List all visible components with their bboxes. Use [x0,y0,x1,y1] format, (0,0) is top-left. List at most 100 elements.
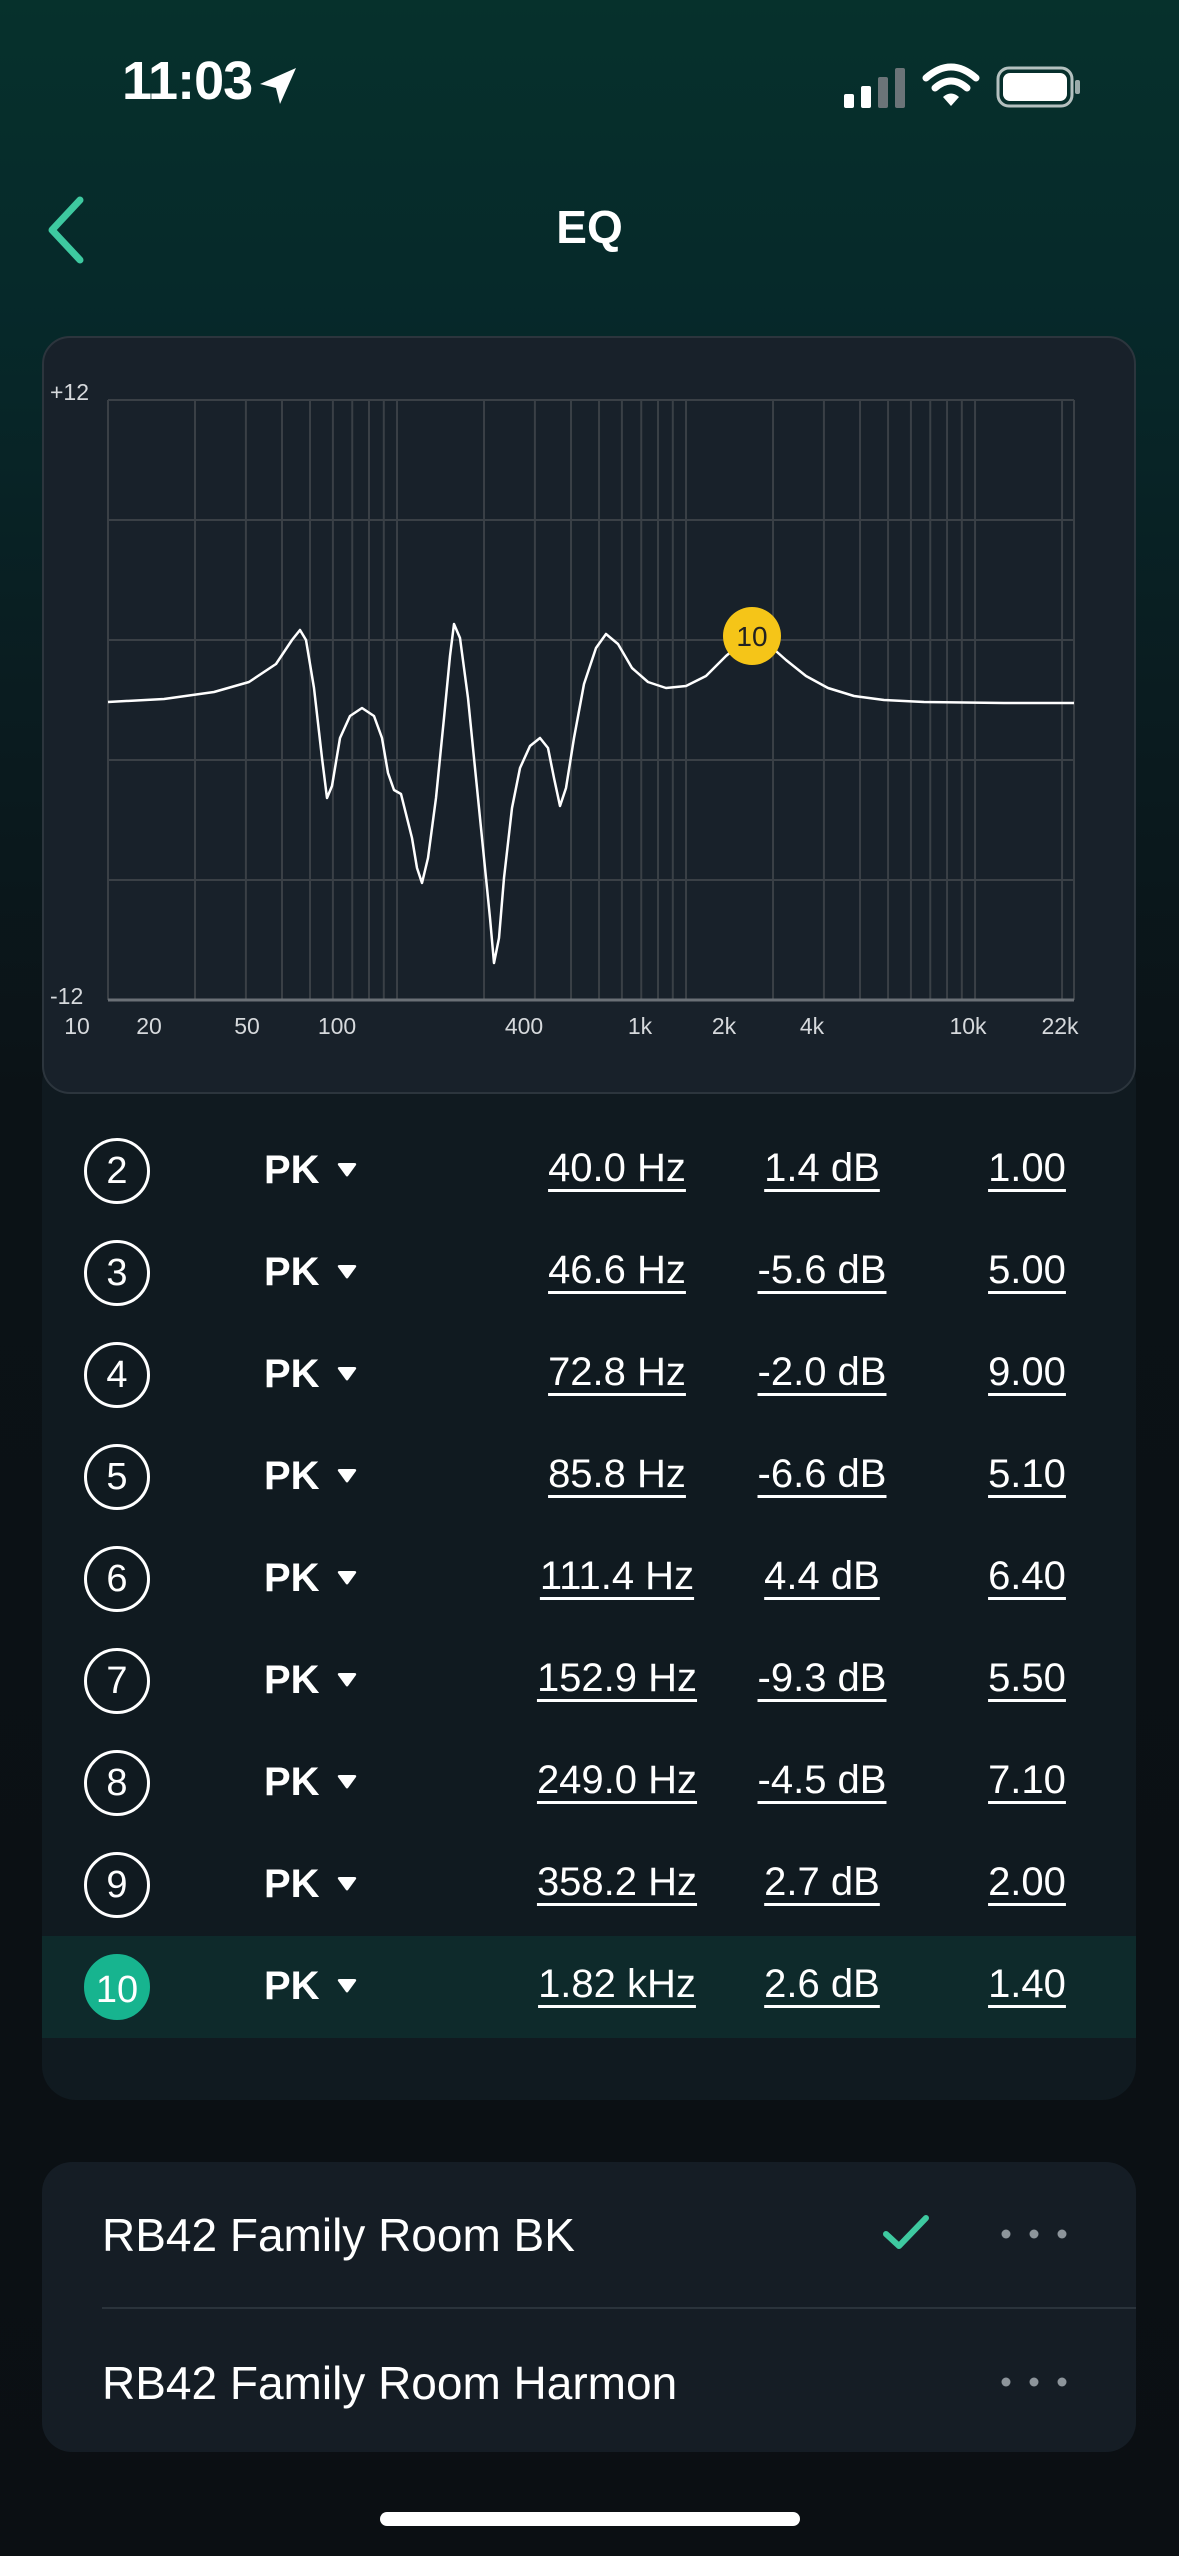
band-frequency-value[interactable]: 249.0 Hz [536,1758,698,1802]
x-axis-tick-label: 4k [800,1013,825,1039]
band-row[interactable]: 2 PK 40.0 Hz 1.4 dB 1.00 [42,1120,1136,1222]
eq-response-graph[interactable]: +12 -12 10 20 50 100 400 1k 2k 4k 10k 22k 10 [44,338,1138,1096]
band-q-value[interactable]: 9.00 [988,1350,1066,1394]
band-frequency-value[interactable]: 72.8 Hz [548,1350,686,1394]
y-axis-bottom-label: -12 [50,983,83,1009]
filter-type-dropdown[interactable]: PK [264,1964,320,2008]
caret-down-icon[interactable] [336,1978,358,1994]
x-axis-tick-label: 100 [318,1013,356,1039]
band-frequency-value[interactable]: 111.4 Hz [539,1554,695,1598]
chart-grid [107,399,1075,1002]
band-number[interactable]: 9 [84,1852,150,1918]
band-row[interactable]: 6 PK 111.4 Hz 4.4 dB 6.40 [42,1528,1136,1630]
filter-type-dropdown[interactable]: PK [264,1556,320,1600]
battery-icon [996,66,1080,108]
band-q-value[interactable]: 2.00 [988,1860,1066,1904]
band-row[interactable]: 8 PK 249.0 Hz -4.5 dB 7.10 [42,1732,1136,1834]
band-number[interactable]: 10 [84,1954,150,2020]
band-frequency-value[interactable]: 152.9 Hz [536,1656,698,1700]
band-q-value[interactable]: 5.50 [988,1656,1066,1700]
band-row[interactable]: 9 PK 358.2 Hz 2.7 dB 2.00 [42,1834,1136,1936]
divider [102,2307,1136,2309]
band-row[interactable]: 4 PK 72.8 Hz -2.0 dB 9.00 [42,1324,1136,1426]
band-number[interactable]: 8 [84,1750,150,1816]
caret-down-icon[interactable] [336,1876,358,1892]
status-bar: 11:03 [0,0,1179,150]
filter-type-dropdown[interactable]: PK [264,1862,320,1906]
band-number[interactable]: 3 [84,1240,150,1306]
x-axis-tick-label: 50 [234,1013,260,1039]
checkmark-icon [883,2215,929,2249]
band-number[interactable]: 2 [84,1138,150,1204]
filter-type-dropdown[interactable]: PK [264,1148,320,1192]
band-row[interactable]: 10 PK 1.82 kHz 2.6 dB 1.40 [42,1936,1136,2038]
band-q-value[interactable]: 6.40 [988,1554,1066,1598]
band-q-value[interactable]: 7.10 [988,1758,1066,1802]
presets-list: RB42 Family Room BK RB42 Family Room Har… [42,2162,1136,2452]
band-gain-value[interactable]: 1.4 dB [764,1146,880,1190]
band-number[interactable]: 5 [84,1444,150,1510]
band-gain-value[interactable]: 2.6 dB [764,1962,880,2006]
x-axis-tick-label: 2k [712,1013,737,1039]
band-marker-10[interactable]: 10 [723,607,781,665]
caret-down-icon[interactable] [336,1468,358,1484]
band-gain-value[interactable]: -4.5 dB [757,1758,887,1802]
caret-down-icon[interactable] [336,1570,358,1586]
status-time: 11:03 [122,51,253,111]
preset-label: RB42 Family Room Harmon [102,2357,678,2409]
band-row[interactable]: 3 PK 46.6 Hz -5.6 dB 5.00 [42,1222,1136,1324]
caret-down-icon[interactable] [336,1162,358,1178]
caret-down-icon[interactable] [336,1672,358,1688]
selected-band-marker-label: 10 [736,621,767,652]
preset-item[interactable]: RB42 Family Room BK [42,2162,1136,2309]
band-q-value[interactable]: 5.10 [988,1452,1066,1496]
location-arrow-icon [260,68,296,104]
cellular-signal-icon [844,68,905,108]
caret-down-icon[interactable] [336,1264,358,1280]
band-number[interactable]: 7 [84,1648,150,1714]
band-gain-value[interactable]: -9.3 dB [757,1656,887,1700]
selected-band-marker [723,607,781,665]
band-gain-value[interactable]: 4.4 dB [764,1554,880,1598]
band-frequency-value[interactable]: 1.82 kHz [538,1962,696,2006]
band-gain-value[interactable]: 2.7 dB [764,1860,880,1904]
x-axis-tick-label: 10 [64,1013,90,1039]
band-frequency-value[interactable]: 46.6 Hz [548,1248,686,1292]
band-gain-value[interactable]: -2.0 dB [757,1350,887,1394]
x-axis-tick-label: 20 [136,1013,162,1039]
filter-type-dropdown[interactable]: PK [264,1352,320,1396]
wifi-icon [922,63,980,106]
preset-item[interactable]: RB42 Family Room Harmon [42,2310,1136,2456]
filter-type-dropdown[interactable]: PK [264,1658,320,1702]
back-chevron-icon[interactable] [40,190,100,270]
x-axis-tick-label: 10k [949,1013,987,1039]
band-number[interactable]: 4 [84,1342,150,1408]
band-frequency-value[interactable]: 40.0 Hz [548,1146,686,1190]
caret-down-icon[interactable] [336,1366,358,1382]
x-axis-tick-label: 1k [628,1013,653,1039]
band-row[interactable]: 7 PK 152.9 Hz -9.3 dB 5.50 [42,1630,1136,1732]
caret-down-icon[interactable] [336,1774,358,1790]
band-q-value[interactable]: 1.00 [988,1146,1066,1190]
band-number[interactable]: 6 [84,1546,150,1612]
y-axis-top-label: +12 [50,379,89,405]
more-options-icon[interactable] [994,2222,1074,2246]
eq-chart[interactable]: +12 -12 10 20 50 100 400 1k 2k 4k 10k 22k 10 [42,336,1136,1094]
filter-type-dropdown[interactable]: PK [264,1250,320,1294]
filter-type-dropdown[interactable]: PK [264,1760,320,1804]
band-gain-value[interactable]: -5.6 dB [757,1248,887,1292]
nav-bar: EQ [0,180,1179,280]
page-title: EQ [556,201,623,253]
band-gain-value[interactable]: -6.6 dB [757,1452,887,1496]
band-q-value[interactable]: 5.00 [988,1248,1066,1292]
band-q-value[interactable]: 1.40 [988,1962,1066,2006]
eq-curve [107,622,1074,965]
filter-type-dropdown[interactable]: PK [264,1454,320,1498]
band-frequency-value[interactable]: 358.2 Hz [536,1860,698,1904]
band-row[interactable]: 5 PK 85.8 Hz -6.6 dB 5.10 [42,1426,1136,1528]
band-frequency-value[interactable]: 85.8 Hz [548,1452,686,1496]
more-options-icon[interactable] [994,2370,1074,2394]
home-indicator [380,2512,800,2526]
band-table [42,1050,1136,2100]
x-axis-tick-label: 400 [505,1013,543,1039]
